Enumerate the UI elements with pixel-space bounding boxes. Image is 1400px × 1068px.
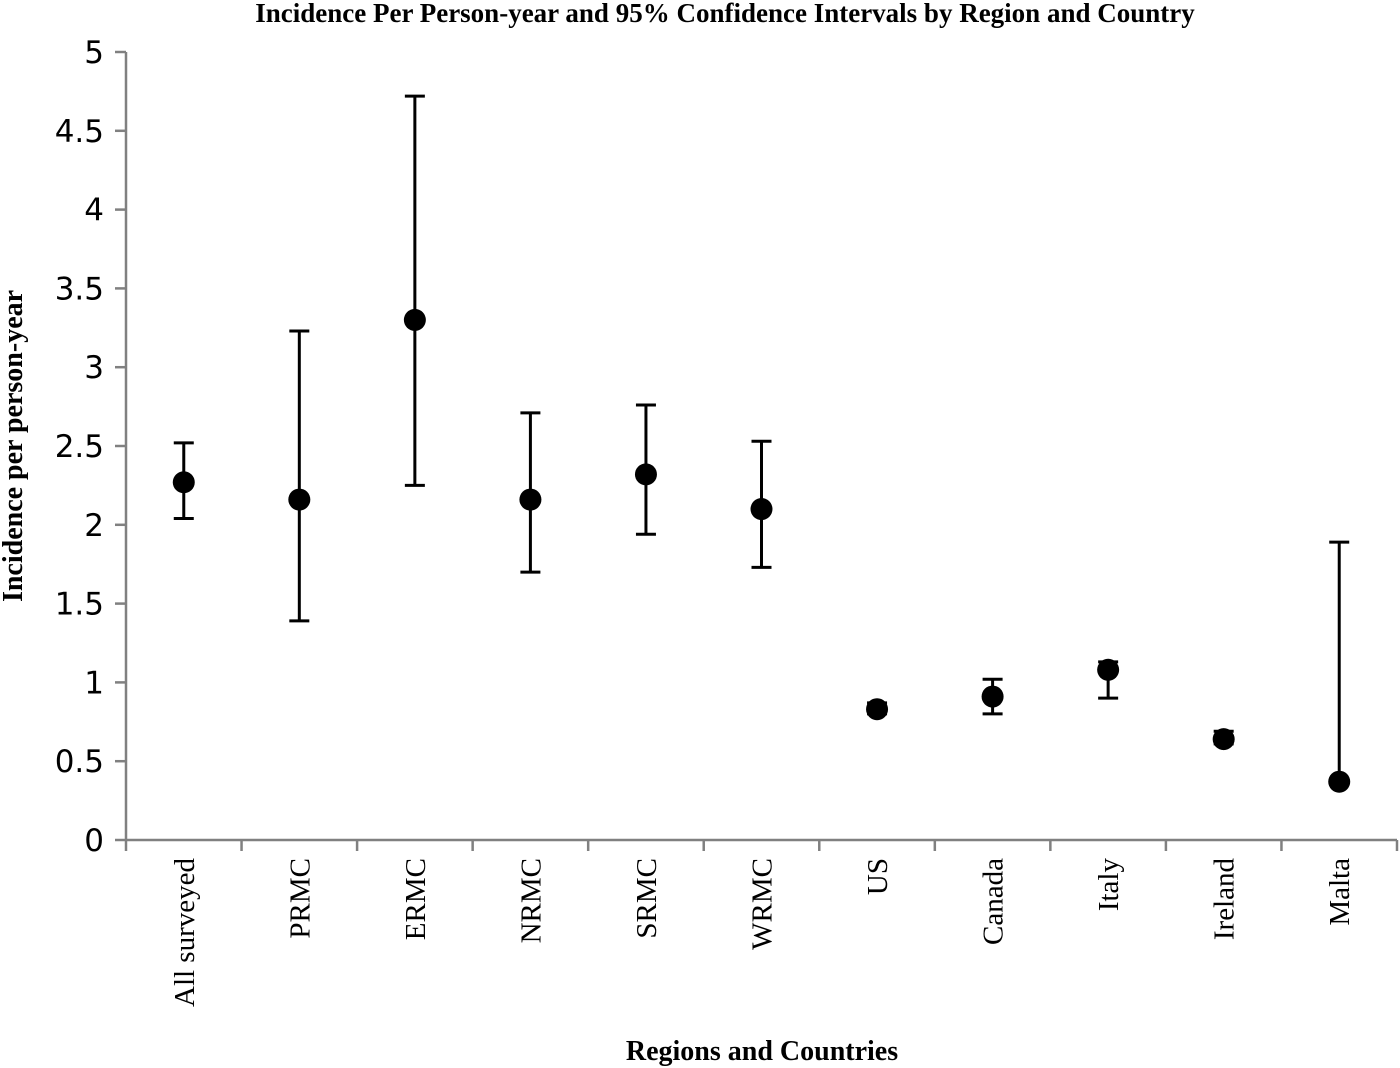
x-tick-label: Canada — [978, 858, 1010, 945]
error-bars — [173, 94, 1350, 784]
y-tick-label: 0 — [84, 823, 104, 859]
data-point — [981, 685, 1004, 708]
data-points — [172, 308, 1351, 793]
y-axis-ticks: 0 0.5 1 1.5 2 2.5 3 3.5 4 4.5 5 — [55, 35, 126, 859]
y-axis-title: Incidence per person-year — [0, 290, 29, 602]
data-point — [403, 308, 426, 331]
data-point — [172, 471, 195, 494]
y-tick-label: 1 — [84, 665, 104, 701]
y-tick-label: 2.5 — [55, 429, 104, 465]
x-tick-label: Italy — [1093, 858, 1125, 912]
y-tick-label: 2 — [84, 508, 104, 544]
chart-title: Incidence Per Person-year and 95% Confid… — [255, 0, 1195, 28]
y-tick-label: 4.5 — [55, 114, 104, 150]
x-tick-label: All surveyed — [169, 858, 201, 1007]
x-axis-ticks: All surveyed PRMC ERMC NRMC SRMC WRMC US Canada… — [124, 840, 1399, 1007]
y-tick-label: 0.5 — [55, 744, 104, 780]
y-tick-label: 5 — [84, 35, 104, 71]
y-tick-label: 3 — [84, 350, 104, 386]
x-tick-label: WRMC — [747, 858, 779, 950]
data-point — [1212, 728, 1235, 751]
data-point — [519, 488, 542, 511]
data-point — [1097, 658, 1120, 681]
x-tick-label: US — [862, 858, 894, 895]
y-tick-label: 1.5 — [55, 587, 104, 623]
data-point — [288, 488, 311, 511]
x-tick-label: Ireland — [1209, 858, 1241, 941]
x-tick-label: Malta — [1324, 858, 1356, 926]
data-point — [634, 463, 657, 486]
data-point — [1328, 770, 1351, 793]
data-point — [750, 498, 773, 521]
data-point — [866, 698, 889, 721]
x-axis-title: Regions and Countries — [626, 1036, 898, 1067]
y-tick-label: 4 — [84, 193, 104, 229]
x-tick-label: ERMC — [400, 858, 432, 940]
y-tick-label: 3.5 — [55, 271, 104, 307]
x-tick-label: SRMC — [631, 858, 663, 939]
x-tick-label: NRMC — [515, 858, 547, 943]
x-tick-label: PRMC — [284, 858, 316, 939]
